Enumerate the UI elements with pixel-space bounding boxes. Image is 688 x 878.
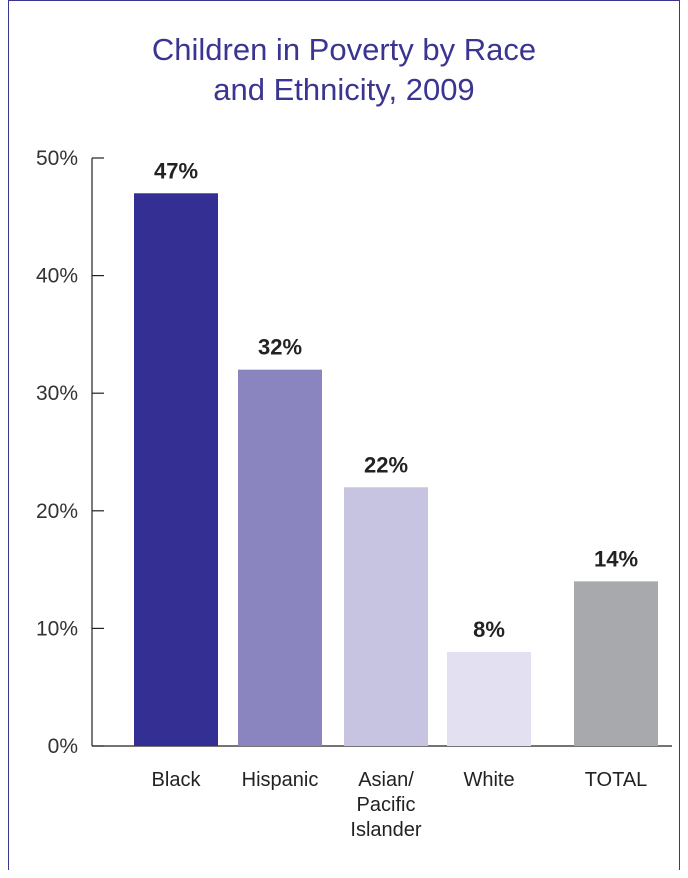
y-tick-label: 30% [36, 382, 78, 405]
bar-value-label: 32% [258, 335, 302, 360]
category-label: Hispanic [242, 769, 319, 791]
y-tick-label: 40% [36, 265, 78, 288]
bar-value-label: 8% [473, 617, 505, 642]
bar [238, 369, 322, 746]
category-label: TOTAL [585, 769, 648, 791]
bar [134, 193, 218, 746]
bar [574, 581, 658, 746]
bar-value-label: 47% [154, 158, 198, 183]
y-tick-label: 10% [36, 617, 78, 640]
chart-title: Children in Poverty by Race and Ethnicit… [8, 30, 680, 110]
y-tick-label: 50% [36, 147, 78, 170]
bar [344, 487, 428, 746]
y-tick-label: 20% [36, 500, 78, 523]
chart-title-line-1: Children in Poverty by Race [151, 32, 537, 67]
bar-value-label: 14% [594, 546, 638, 571]
category-label: Asian/ [358, 769, 414, 791]
category-label: White [463, 769, 514, 791]
category-label: Black [152, 769, 202, 791]
chart-frame [8, 0, 680, 870]
bar-value-label: 22% [364, 452, 408, 477]
chart-title-line-2: and Ethnicity, 2009 [213, 72, 475, 107]
bar [447, 651, 531, 746]
y-tick-label: 0% [48, 735, 78, 758]
category-label: Islander [350, 819, 421, 841]
category-label: Pacific [357, 794, 416, 816]
